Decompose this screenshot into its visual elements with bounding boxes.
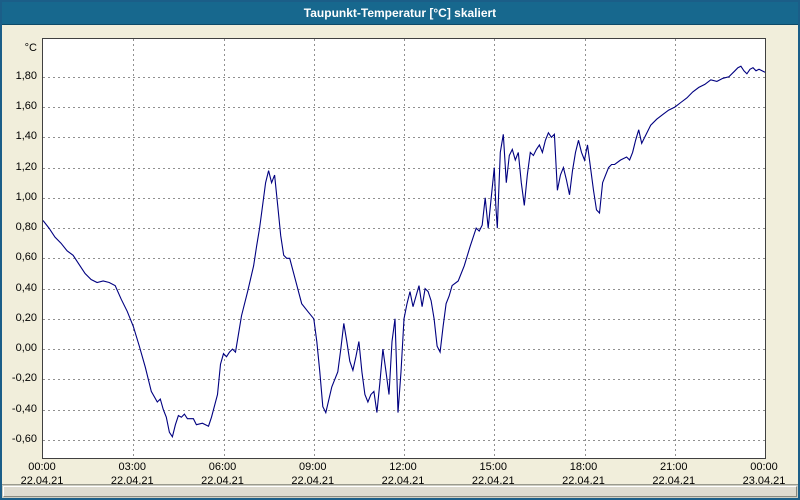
y-tick-label: 0,60 — [15, 251, 37, 264]
y-axis-unit: °C — [24, 42, 37, 54]
title-bar: Taupunkt-Temperatur [°C] skaliert — [2, 2, 798, 25]
x-tick-label: 15:00 — [479, 461, 508, 473]
y-tick-label: -0,60 — [11, 432, 37, 445]
x-tick-label: 12:00 — [389, 461, 417, 473]
x-tick-label: 09:00 — [298, 461, 327, 473]
temperature-series-line — [43, 65, 765, 439]
y-tick-label: 1,20 — [15, 160, 37, 173]
y-tick-label: 0,00 — [15, 342, 37, 355]
y-tick-label: 0,20 — [15, 311, 37, 324]
line-chart — [43, 39, 765, 458]
y-tick-label: 1,60 — [15, 100, 37, 113]
x-tick-label: 21:00 — [659, 461, 688, 473]
x-tick-label: 06:00 — [208, 461, 237, 473]
y-tick-label: 1,80 — [15, 69, 37, 82]
x-tick-label: 18:00 — [569, 461, 598, 473]
y-tick-label: -0,40 — [11, 402, 37, 415]
horizontal-scrollbar[interactable] — [2, 484, 798, 498]
plot-area — [42, 38, 766, 459]
y-tick-label: 0,40 — [15, 281, 37, 294]
y-tick-label: -0,20 — [11, 372, 37, 385]
y-tick-label: 1,00 — [15, 190, 37, 203]
y-tick-label: 0,80 — [15, 221, 37, 234]
x-tick-label: 03:00 — [118, 461, 147, 473]
window-title: Taupunkt-Temperatur [°C] skaliert — [303, 6, 497, 20]
y-tick-label: 1,40 — [15, 130, 37, 143]
scrollbar-thumb[interactable] — [3, 486, 797, 497]
x-tick-label: 00:00 — [750, 461, 778, 473]
x-tick-label: 00:00 — [28, 461, 56, 473]
